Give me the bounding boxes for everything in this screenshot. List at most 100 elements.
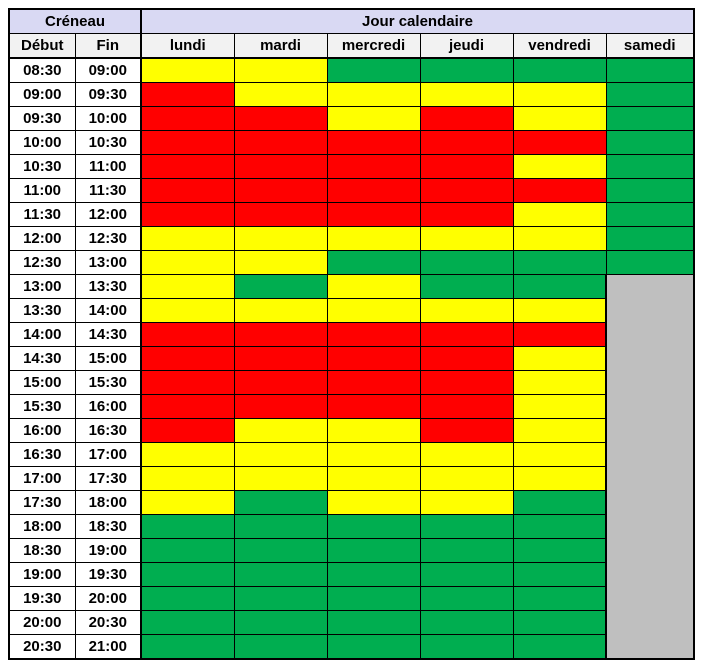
schedule-cell[interactable]	[233, 82, 328, 107]
slot-start-cell[interactable]: 18:30	[8, 538, 76, 563]
schedule-cell[interactable]	[233, 130, 328, 155]
schedule-cell[interactable]	[233, 250, 328, 275]
schedule-cell[interactable]	[605, 178, 695, 203]
schedule-cell[interactable]	[512, 418, 607, 443]
slot-end-cell[interactable]: 16:00	[74, 394, 142, 419]
schedule-cell[interactable]	[140, 274, 235, 299]
schedule-cell[interactable]	[419, 202, 514, 227]
slot-end-cell[interactable]: 16:30	[74, 418, 142, 443]
schedule-cell[interactable]	[140, 130, 235, 155]
schedule-cell[interactable]	[140, 394, 235, 419]
slot-start-cell[interactable]: 19:00	[8, 562, 76, 587]
schedule-cell[interactable]	[140, 514, 235, 539]
schedule-cell[interactable]	[326, 130, 421, 155]
jour-calendaire-header-cell[interactable]: Jour calendaire	[140, 8, 695, 34]
day-column-header-lundi[interactable]: lundi	[140, 33, 235, 59]
schedule-cell[interactable]	[419, 322, 514, 347]
schedule-cell[interactable]	[419, 57, 514, 83]
schedule-cell[interactable]	[140, 57, 235, 83]
schedule-cell[interactable]	[512, 562, 607, 587]
schedule-cell[interactable]	[233, 274, 328, 299]
schedule-cell[interactable]	[233, 634, 328, 660]
schedule-cell[interactable]	[326, 562, 421, 587]
slot-start-cell[interactable]: 10:30	[8, 154, 76, 179]
schedule-cell[interactable]	[326, 442, 421, 467]
schedule-cell[interactable]	[419, 82, 514, 107]
slot-end-cell[interactable]: 09:30	[74, 82, 142, 107]
slot-start-cell[interactable]: 09:00	[8, 82, 76, 107]
schedule-cell[interactable]	[512, 57, 607, 83]
schedule-cell[interactable]	[512, 610, 607, 635]
slot-end-cell[interactable]: 15:30	[74, 370, 142, 395]
schedule-cell[interactable]	[512, 346, 607, 371]
schedule-cell[interactable]	[512, 178, 607, 203]
schedule-cell[interactable]	[605, 226, 695, 251]
schedule-cell[interactable]	[512, 394, 607, 419]
schedule-cell[interactable]	[140, 82, 235, 107]
schedule-cell[interactable]	[326, 466, 421, 491]
schedule-cell[interactable]	[605, 202, 695, 227]
fin-column-header[interactable]: Fin	[74, 33, 142, 59]
schedule-cell[interactable]	[419, 490, 514, 515]
schedule-cell[interactable]	[512, 538, 607, 563]
schedule-cell[interactable]	[233, 226, 328, 251]
schedule-cell[interactable]	[605, 250, 695, 275]
creneau-header-cell[interactable]: Créneau	[8, 8, 142, 34]
schedule-cell[interactable]	[419, 298, 514, 323]
schedule-cell[interactable]	[419, 154, 514, 179]
schedule-cell[interactable]	[233, 298, 328, 323]
schedule-cell[interactable]	[326, 538, 421, 563]
schedule-cell[interactable]	[419, 418, 514, 443]
slot-end-cell[interactable]: 17:00	[74, 442, 142, 467]
slot-end-cell[interactable]: 18:00	[74, 490, 142, 515]
schedule-cell[interactable]	[326, 514, 421, 539]
schedule-cell[interactable]	[233, 346, 328, 371]
schedule-cell[interactable]	[233, 442, 328, 467]
day-column-header-vendredi[interactable]: vendredi	[512, 33, 607, 59]
schedule-cell[interactable]	[512, 274, 607, 299]
schedule-cell[interactable]	[233, 178, 328, 203]
schedule-cell[interactable]	[233, 57, 328, 83]
schedule-cell[interactable]	[419, 346, 514, 371]
schedule-cell[interactable]	[605, 57, 695, 83]
schedule-cell[interactable]	[326, 610, 421, 635]
schedule-cell[interactable]	[233, 610, 328, 635]
schedule-cell[interactable]	[140, 178, 235, 203]
schedule-cell[interactable]	[326, 106, 421, 131]
schedule-cell[interactable]	[140, 250, 235, 275]
slot-end-cell[interactable]: 19:00	[74, 538, 142, 563]
schedule-cell[interactable]	[605, 82, 695, 107]
schedule-cell[interactable]	[326, 250, 421, 275]
slot-end-cell[interactable]: 13:00	[74, 250, 142, 275]
schedule-cell[interactable]	[326, 82, 421, 107]
schedule-cell[interactable]	[233, 202, 328, 227]
slot-start-cell[interactable]: 15:00	[8, 370, 76, 395]
schedule-cell[interactable]	[233, 586, 328, 611]
slot-start-cell[interactable]: 13:00	[8, 274, 76, 299]
slot-start-cell[interactable]: 13:30	[8, 298, 76, 323]
schedule-cell[interactable]	[512, 154, 607, 179]
slot-start-cell[interactable]: 17:30	[8, 490, 76, 515]
schedule-cell[interactable]	[512, 226, 607, 251]
slot-end-cell[interactable]: 20:00	[74, 586, 142, 611]
schedule-cell[interactable]	[512, 130, 607, 155]
slot-start-cell[interactable]: 11:00	[8, 178, 76, 203]
schedule-cell[interactable]	[140, 538, 235, 563]
schedule-cell[interactable]	[512, 370, 607, 395]
schedule-cell[interactable]	[512, 466, 607, 491]
schedule-cell[interactable]	[512, 442, 607, 467]
schedule-cell[interactable]	[512, 202, 607, 227]
slot-start-cell[interactable]: 20:30	[8, 634, 76, 660]
schedule-cell[interactable]	[419, 370, 514, 395]
schedule-cell[interactable]	[419, 130, 514, 155]
schedule-cell[interactable]	[233, 466, 328, 491]
slot-start-cell[interactable]: 19:30	[8, 586, 76, 611]
schedule-cell[interactable]	[419, 562, 514, 587]
slot-start-cell[interactable]: 11:30	[8, 202, 76, 227]
slot-start-cell[interactable]: 08:30	[8, 57, 76, 83]
slot-start-cell[interactable]: 14:30	[8, 346, 76, 371]
slot-start-cell[interactable]: 20:00	[8, 610, 76, 635]
schedule-cell[interactable]	[419, 586, 514, 611]
schedule-cell[interactable]	[233, 538, 328, 563]
day-column-header-mercredi[interactable]: mercredi	[326, 33, 421, 59]
